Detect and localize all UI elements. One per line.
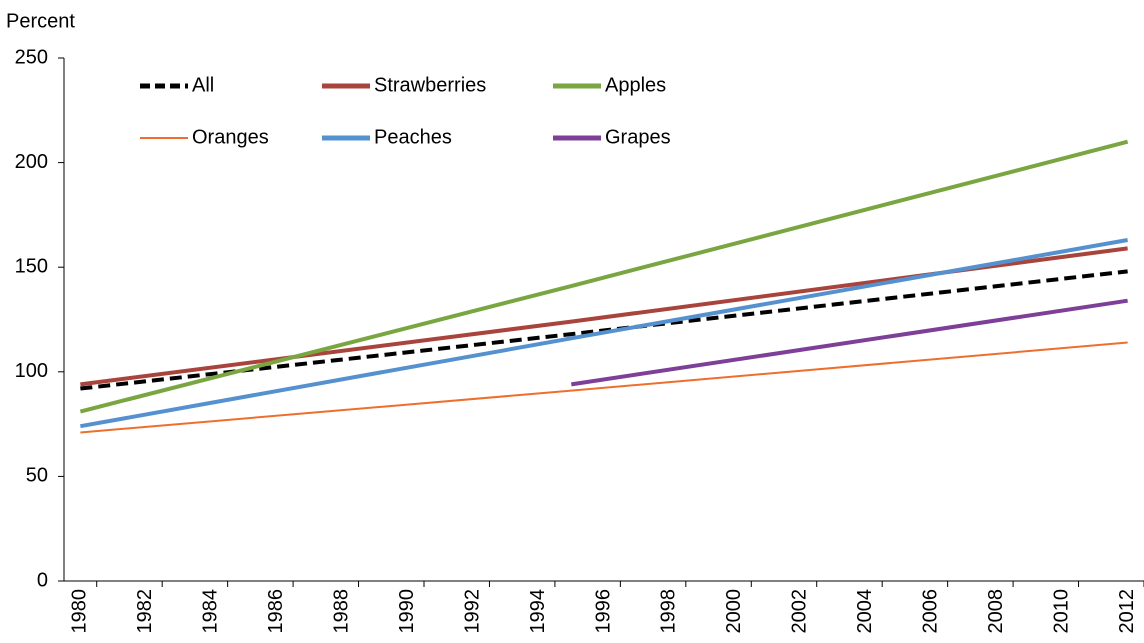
legend-label: Strawberries bbox=[374, 74, 486, 96]
x-tick-label: 1982 bbox=[134, 589, 156, 634]
legend-label: Oranges bbox=[192, 126, 269, 148]
series-line bbox=[570, 298, 1128, 387]
y-tick-label: 50 bbox=[26, 465, 48, 487]
x-tick-label: 2012 bbox=[1116, 589, 1138, 634]
y-axis-label: Percent bbox=[6, 10, 75, 32]
series-line bbox=[80, 341, 1128, 434]
x-tick-label: 1986 bbox=[265, 589, 287, 634]
x-tick-label: 2000 bbox=[723, 589, 745, 634]
x-tick-label: 1998 bbox=[658, 589, 680, 634]
x-tick-label: 1994 bbox=[527, 589, 549, 634]
x-tick-label: 2002 bbox=[789, 589, 811, 634]
x-tick-label: 2010 bbox=[1050, 589, 1072, 634]
x-tick-label: 1996 bbox=[592, 589, 614, 634]
x-tick-label: 1984 bbox=[200, 589, 222, 634]
x-tick-label: 1980 bbox=[69, 589, 91, 634]
y-tick-label: 150 bbox=[15, 255, 48, 277]
x-tick-label: 2008 bbox=[985, 589, 1007, 634]
series-line bbox=[79, 139, 1129, 414]
x-tick-label: 1988 bbox=[330, 589, 352, 634]
legend-label: Apples bbox=[605, 74, 666, 96]
x-tick-label: 2004 bbox=[854, 589, 876, 634]
y-tick-label: 250 bbox=[15, 46, 48, 68]
legend-label: All bbox=[192, 74, 214, 96]
x-tick-label: 1992 bbox=[461, 589, 483, 634]
x-tick-label: 2006 bbox=[920, 589, 942, 634]
x-tick-label: 1990 bbox=[396, 589, 418, 634]
legend-label: Grapes bbox=[605, 126, 671, 148]
series-line bbox=[80, 238, 1128, 429]
legend-label: Peaches bbox=[374, 126, 452, 148]
y-tick-label: 200 bbox=[15, 151, 48, 173]
y-tick-label: 100 bbox=[15, 360, 48, 382]
y-tick-label: 0 bbox=[37, 569, 48, 591]
